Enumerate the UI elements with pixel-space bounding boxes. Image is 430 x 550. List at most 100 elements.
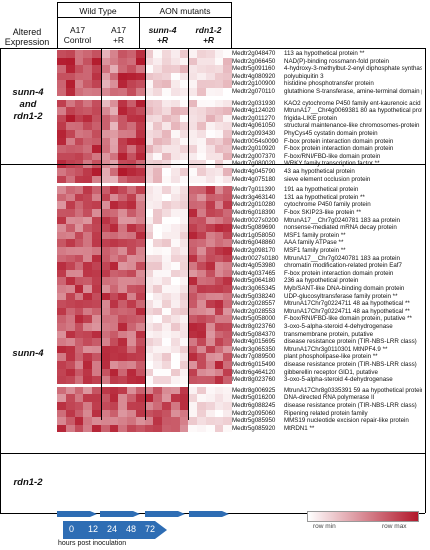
heatmap-cell: [57, 57, 66, 66]
heatmap-cell: [197, 193, 206, 202]
heatmap-cell: [144, 114, 154, 123]
heatmap-cell: [144, 72, 154, 81]
gene-description: F-box SKIP23-like protein **: [284, 209, 362, 216]
heatmap-cell: [162, 368, 171, 377]
heatmap-cell: [170, 168, 180, 176]
gene-description: 113 aa hypothetical protein **: [284, 50, 365, 57]
heatmap-cell: [153, 99, 162, 108]
heatmap-cell: [197, 307, 206, 316]
heatmap-cell: [162, 307, 171, 316]
heatmap-cell: [223, 186, 232, 194]
heatmap-cell: [214, 137, 224, 146]
heatmap-cell: [109, 247, 119, 255]
heatmap-cell: [205, 216, 215, 225]
gene-id: Medtr3g065350: [232, 345, 276, 353]
heatmap-cell: [214, 107, 224, 115]
heatmap-cell: [170, 114, 180, 123]
heatmap-cell: [223, 402, 232, 410]
heatmap-cell: [188, 376, 197, 384]
heatmap-cell: [153, 394, 162, 402]
heatmap-cell: [170, 323, 180, 331]
heatmap-cell: [162, 417, 171, 425]
heatmap-cell: [223, 300, 232, 308]
heatmap-cell: [127, 262, 136, 270]
heatmap-cell: [83, 323, 92, 331]
heatmap-cell: [100, 262, 110, 270]
heatmap-cell: [144, 80, 154, 88]
heatmap-cell: [92, 338, 101, 346]
gene-description: F-box/RNI/FBD-like domain protein, putat…: [284, 315, 412, 323]
heatmap-cell: [118, 88, 127, 96]
heatmap-cell: [65, 300, 75, 308]
heatmap-cell: [100, 323, 110, 331]
heatmap-cell: [144, 353, 154, 361]
heatmap-cell: [65, 224, 75, 232]
heatmap-cell: [109, 168, 119, 176]
heatmap-cell: [109, 239, 119, 247]
gene-description: DNA-directed RNA polymerase II: [284, 394, 375, 402]
heatmap-cell: [127, 307, 136, 316]
heatmap-cell: [135, 376, 145, 384]
heatmap-cell: [214, 269, 224, 278]
heatmap-cell: [153, 254, 162, 263]
heatmap-cell: [179, 175, 189, 184]
gene-row: Medtr8g023760 3-oxo-5-alpha-steroid 4-deh…: [232, 323, 422, 331]
wild-type-header: Wild Type: [79, 6, 117, 16]
gene-id: Medtr6g048860: [232, 239, 276, 247]
heatmap-cell: [57, 361, 66, 369]
heatmap-cell: [65, 65, 75, 73]
heatmap-cell: [153, 386, 162, 395]
heatmap-cell: [170, 80, 180, 88]
heatmap-cell: [109, 345, 119, 354]
heatmap-cell: [144, 417, 154, 425]
heatmap-cell: [83, 99, 92, 108]
heatmap-cell: [188, 50, 197, 58]
timeline-box: [63, 521, 167, 539]
heatmap-cell: [92, 107, 101, 115]
heatmap-cell: [74, 107, 84, 115]
heatmap-cell: [205, 323, 215, 331]
heatmap-cell: [92, 224, 101, 232]
heatmap-cell: [92, 114, 101, 123]
heatmap-cell: [109, 186, 119, 194]
heatmap-cell: [197, 424, 206, 433]
gene-description: MSF1 family protein **: [284, 247, 346, 254]
heatmap-cell: [214, 315, 224, 323]
heatmap-cell: [74, 353, 84, 361]
heatmap-cell: [57, 307, 66, 316]
heatmap-cell: [109, 394, 119, 402]
heatmap-cell: [74, 376, 84, 384]
heatmap-cell: [170, 424, 180, 433]
heatmap-cell: [65, 130, 75, 138]
heatmap-cell: [144, 307, 154, 316]
gene-row: Medtr6g088245 disease resistance protein …: [232, 402, 422, 410]
heatmap-cell: [205, 137, 215, 146]
heatmap-cell: [118, 353, 127, 361]
heatmap-cell: [153, 231, 162, 240]
heatmap-cell: [127, 175, 136, 184]
heatmap-cell: [57, 323, 66, 331]
heatmap-cell: [109, 323, 119, 331]
heatmap-cell: [197, 216, 206, 225]
heatmap-cell: [57, 231, 66, 240]
heatmap-cell: [205, 224, 215, 232]
heatmap-cell: [109, 231, 119, 240]
heatmap-cell: [65, 88, 75, 96]
heatmap-cell: [197, 168, 206, 176]
heatmap-cell: [162, 277, 171, 285]
heatmap-cell: [223, 409, 232, 418]
gene-id: Medtr6g464120: [232, 368, 276, 376]
heatmap-cell: [57, 368, 66, 377]
heatmap-cell: [109, 409, 119, 418]
heatmap-cell: [153, 50, 162, 58]
heatmap-cell: [153, 216, 162, 225]
heatmap-cell: [57, 376, 66, 384]
heatmap-cell: [118, 345, 127, 354]
heatmap-cell: [214, 330, 224, 339]
heatmap-cell: [179, 247, 189, 255]
heatmap-cell: [170, 72, 180, 81]
gene-description: MtrunA17__Chr7g0240781 183 aa protein: [284, 216, 400, 224]
gene-row: Medtr5g089690 nonsense-mediated mRNA deca…: [232, 224, 422, 232]
legend-min-label: row min: [313, 523, 336, 530]
heatmap-cell: [188, 315, 197, 323]
